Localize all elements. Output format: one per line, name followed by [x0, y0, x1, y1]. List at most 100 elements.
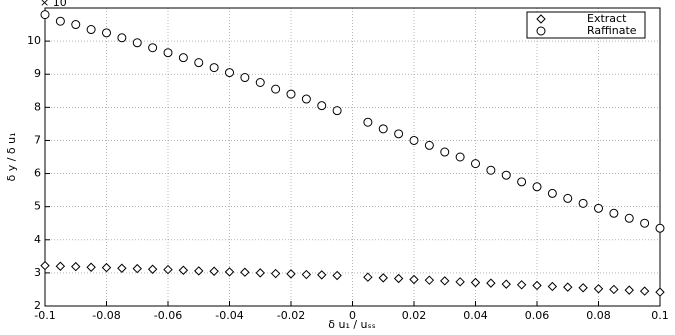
x-axis-label: δ u₁ / uₛₛ: [328, 318, 376, 331]
circle-marker: [102, 28, 111, 38]
x-tick-label: 0.06: [525, 309, 550, 322]
circle-marker: [471, 159, 480, 169]
diamond-marker: [393, 273, 404, 284]
diamond-marker: [501, 279, 511, 289]
diamond-marker: [117, 263, 127, 273]
circle-marker: [517, 177, 527, 187]
circle-marker: [394, 129, 404, 139]
diamond-marker: [440, 276, 450, 286]
diamond-marker: [536, 14, 546, 24]
circle-marker: [255, 78, 265, 87]
diamond-marker: [593, 284, 604, 294]
x-tick-label: 0.1: [651, 309, 669, 322]
circle-marker: [594, 203, 603, 213]
diamond-marker: [132, 263, 142, 274]
circle-marker: [117, 33, 127, 43]
x-tick-label: -0.02: [277, 309, 305, 322]
circle-marker: [317, 101, 327, 111]
circle-marker: [424, 140, 434, 150]
circle-marker: [655, 223, 665, 233]
circle-marker: [486, 165, 496, 175]
x-tick-label: -0.04: [215, 309, 243, 322]
diamond-marker: [363, 272, 373, 282]
circle-marker: [563, 193, 573, 203]
y-axis-label: δ y / δ u₁: [5, 132, 18, 181]
diamond-marker: [163, 264, 173, 275]
diamond-marker: [40, 260, 50, 271]
x-tick-label: 0: [349, 309, 356, 322]
circle-marker: [178, 53, 188, 63]
circle-marker: [640, 218, 650, 228]
y-tick-label: 9: [34, 67, 41, 80]
circle-marker: [378, 124, 388, 134]
circle-marker: [301, 94, 311, 104]
diamond-marker: [409, 274, 419, 285]
diamond-marker: [332, 270, 342, 281]
plot-frame: [44, 7, 661, 307]
diamond-marker: [301, 269, 312, 280]
circle-marker: [240, 73, 250, 83]
y-tick-label: 7: [34, 133, 41, 146]
y-tick-label: 10: [27, 34, 41, 47]
y-tick-label: 2: [34, 299, 41, 312]
diamond-marker: [209, 266, 219, 276]
circle-marker: [194, 58, 204, 68]
diamond-marker: [563, 282, 573, 292]
diamond-marker: [639, 286, 650, 296]
legend-label: Raffinate: [587, 24, 637, 37]
diamond-marker: [240, 267, 250, 277]
x-tick-label: -0.1: [34, 309, 55, 322]
circle-marker: [271, 84, 281, 94]
circle-marker: [55, 16, 65, 26]
diamond-marker: [270, 268, 281, 279]
circle-marker: [286, 89, 296, 99]
legend-box: [526, 11, 646, 39]
diamond-marker: [101, 262, 112, 273]
circle-marker: [532, 182, 542, 192]
circle-marker: [363, 117, 373, 127]
diamond-marker: [224, 267, 235, 277]
circle-marker: [609, 208, 619, 218]
diamond-marker: [194, 266, 204, 276]
diamond-marker: [578, 283, 588, 293]
y-tick-label: 6: [34, 167, 41, 180]
x-tick-label: 0.02: [402, 309, 427, 322]
circle-marker: [225, 68, 234, 78]
diamond-marker: [624, 285, 634, 295]
diamond-marker: [424, 275, 435, 285]
diamond-marker: [470, 277, 481, 288]
diamond-marker: [547, 281, 558, 292]
y-tick-label: 4: [34, 233, 41, 246]
circle-marker: [536, 26, 546, 36]
x-tick-label: 0.08: [586, 309, 611, 322]
circle-marker: [578, 198, 588, 208]
circle-marker: [455, 152, 465, 162]
circle-marker: [209, 63, 219, 73]
y-tick-label: 5: [34, 200, 41, 213]
diamond-marker: [455, 277, 465, 287]
circle-marker: [440, 147, 450, 157]
circle-marker: [501, 170, 511, 180]
diamond-marker: [286, 269, 296, 279]
diamond-marker: [609, 284, 619, 295]
diamond-marker: [486, 278, 496, 288]
circle-marker: [332, 106, 342, 116]
diamond-marker: [516, 280, 527, 290]
circle-marker: [71, 20, 81, 30]
circle-marker: [624, 213, 634, 223]
x-tick-label: -0.06: [154, 309, 182, 322]
diamond-marker: [147, 264, 158, 274]
x-tick-label: 0.04: [463, 309, 488, 322]
y-tick-label: 3: [34, 266, 41, 279]
diamond-marker: [255, 268, 265, 278]
diamond-marker: [317, 270, 327, 280]
y-tick-label: 8: [34, 100, 41, 113]
diamond-marker: [532, 280, 542, 291]
diamond-marker: [655, 287, 665, 297]
diamond-marker: [178, 265, 189, 275]
multiplier-label: × 10: [40, 0, 67, 9]
circle-marker: [132, 38, 142, 48]
circle-marker: [40, 10, 50, 20]
legend-label: Extract: [587, 12, 627, 25]
